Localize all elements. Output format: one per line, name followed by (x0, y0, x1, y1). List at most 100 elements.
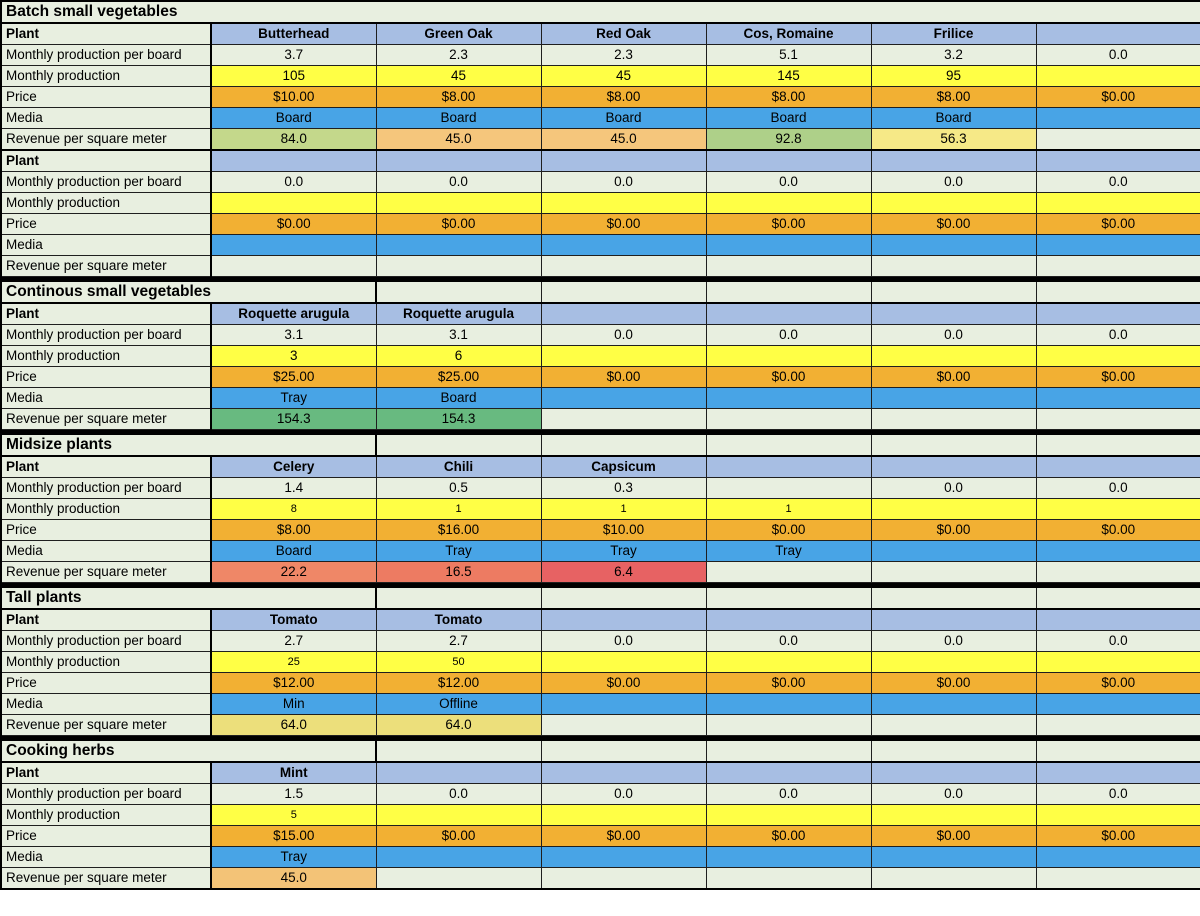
row-label-per-board[interactable]: Monthly production per board (0, 171, 212, 193)
cell-price[interactable]: $0.00 (1035, 366, 1200, 388)
cell-media[interactable] (1035, 387, 1200, 409)
row-label-per-board[interactable]: Monthly production per board (0, 44, 212, 66)
cell-price[interactable]: $25.00 (210, 366, 377, 388)
cell-price[interactable]: $0.00 (375, 213, 542, 235)
cell-revenue[interactable]: 64.0 (210, 714, 377, 736)
cell-price[interactable]: $0.00 (1035, 213, 1200, 235)
cell-production[interactable]: 45 (375, 65, 542, 87)
cell-revenue[interactable] (1035, 255, 1200, 277)
cell-plant[interactable] (210, 149, 377, 172)
cell-production[interactable]: 1 (540, 498, 707, 520)
cell-price[interactable]: $0.00 (705, 519, 872, 541)
row-label-price[interactable]: Price (0, 366, 212, 388)
cell-plant[interactable] (705, 149, 872, 172)
row-label-price[interactable]: Price (0, 213, 212, 235)
cell-plant[interactable] (1035, 455, 1200, 478)
cell-media[interactable] (705, 234, 872, 256)
cell-plant[interactable] (870, 455, 1037, 478)
cell-media[interactable] (1035, 693, 1200, 715)
row-label-media[interactable]: Media (0, 387, 212, 409)
cell-plant[interactable] (375, 761, 542, 784)
cell-revenue[interactable] (540, 714, 707, 736)
cell-price[interactable]: $0.00 (705, 366, 872, 388)
cell-revenue[interactable]: 45.0 (375, 128, 542, 151)
row-label-per-board[interactable]: Monthly production per board (0, 477, 212, 499)
cell-price[interactable]: $12.00 (375, 672, 542, 694)
cell-production[interactable]: 3 (210, 345, 377, 367)
row-label-revenue[interactable]: Revenue per square meter (0, 128, 212, 151)
cell-plant[interactable]: Chili (375, 455, 542, 478)
cell-production[interactable] (1035, 345, 1200, 367)
cell-plant[interactable] (705, 608, 872, 631)
section-title-spacer-cell[interactable] (1035, 281, 1200, 304)
cell-revenue[interactable]: 22.2 (210, 561, 377, 583)
cell-revenue[interactable]: 64.0 (375, 714, 542, 736)
cell-per-board[interactable] (705, 477, 872, 499)
cell-media[interactable]: Tray (540, 540, 707, 562)
cell-revenue[interactable] (1035, 561, 1200, 583)
cell-per-board[interactable]: 0.0 (1035, 630, 1200, 652)
cell-production[interactable] (210, 192, 377, 214)
cell-revenue[interactable] (705, 561, 872, 583)
cell-production[interactable] (1035, 651, 1200, 673)
cell-media[interactable]: Board (870, 107, 1037, 129)
cell-production[interactable] (1035, 804, 1200, 826)
cell-per-board[interactable]: 0.0 (705, 171, 872, 193)
cell-media[interactable] (540, 234, 707, 256)
section-title-spacer-cell[interactable] (705, 740, 872, 763)
cell-revenue[interactable] (705, 714, 872, 736)
cell-revenue[interactable] (705, 408, 872, 430)
cell-media[interactable] (705, 387, 872, 409)
cell-per-board[interactable]: 0.0 (540, 324, 707, 346)
cell-plant[interactable]: Tomato (375, 608, 542, 631)
cell-revenue[interactable] (870, 867, 1037, 890)
cell-media[interactable]: Min (210, 693, 377, 715)
cell-media[interactable]: Offline (375, 693, 542, 715)
cell-price[interactable]: $0.00 (705, 672, 872, 694)
row-label-plant[interactable]: Plant (0, 608, 212, 631)
row-label-revenue[interactable]: Revenue per square meter (0, 714, 212, 736)
row-label-production[interactable]: Monthly production (0, 192, 212, 214)
cell-per-board[interactable]: 1.5 (210, 783, 377, 805)
row-label-production[interactable]: Monthly production (0, 804, 212, 826)
cell-media[interactable] (1035, 107, 1200, 129)
section-title-spacer-cell[interactable] (1035, 587, 1200, 610)
cell-production[interactable] (705, 651, 872, 673)
cell-production[interactable] (540, 651, 707, 673)
cell-revenue[interactable] (705, 255, 872, 277)
row-label-per-board[interactable]: Monthly production per board (0, 630, 212, 652)
cell-plant[interactable] (1035, 608, 1200, 631)
cell-media[interactable] (705, 693, 872, 715)
row-label-production[interactable]: Monthly production (0, 651, 212, 673)
cell-revenue[interactable] (1035, 714, 1200, 736)
cell-per-board[interactable]: 0.0 (1035, 324, 1200, 346)
cell-media[interactable] (870, 387, 1037, 409)
section-title-spacer-cell[interactable] (540, 587, 707, 610)
section-title[interactable]: Batch small vegetables (0, 0, 1200, 24)
cell-production[interactable] (705, 804, 872, 826)
cell-media[interactable]: Tray (210, 846, 377, 868)
cell-price[interactable]: $0.00 (870, 672, 1037, 694)
cell-revenue[interactable]: 16.5 (375, 561, 542, 583)
cell-price[interactable]: $8.00 (540, 86, 707, 108)
section-title-spacer-cell[interactable] (705, 434, 872, 457)
cell-per-board[interactable]: 0.0 (705, 783, 872, 805)
cell-price[interactable]: $12.00 (210, 672, 377, 694)
cell-media[interactable]: Board (210, 540, 377, 562)
cell-media[interactable] (375, 846, 542, 868)
section-title-spacer-cell[interactable] (870, 281, 1037, 304)
section-title-spacer-cell[interactable] (540, 281, 707, 304)
cell-per-board[interactable]: 0.0 (1035, 477, 1200, 499)
cell-per-board[interactable]: 0.0 (870, 171, 1037, 193)
section-title-spacer-cell[interactable] (1035, 434, 1200, 457)
cell-production[interactable]: 95 (870, 65, 1037, 87)
cell-production[interactable]: 1 (375, 498, 542, 520)
row-label-revenue[interactable]: Revenue per square meter (0, 561, 212, 583)
row-label-production[interactable]: Monthly production (0, 345, 212, 367)
cell-price[interactable]: $10.00 (210, 86, 377, 108)
cell-plant[interactable] (705, 302, 872, 325)
cell-media[interactable]: Tray (210, 387, 377, 409)
section-title-spacer-cell[interactable] (1035, 740, 1200, 763)
row-label-plant[interactable]: Plant (0, 149, 212, 172)
cell-production[interactable] (870, 345, 1037, 367)
